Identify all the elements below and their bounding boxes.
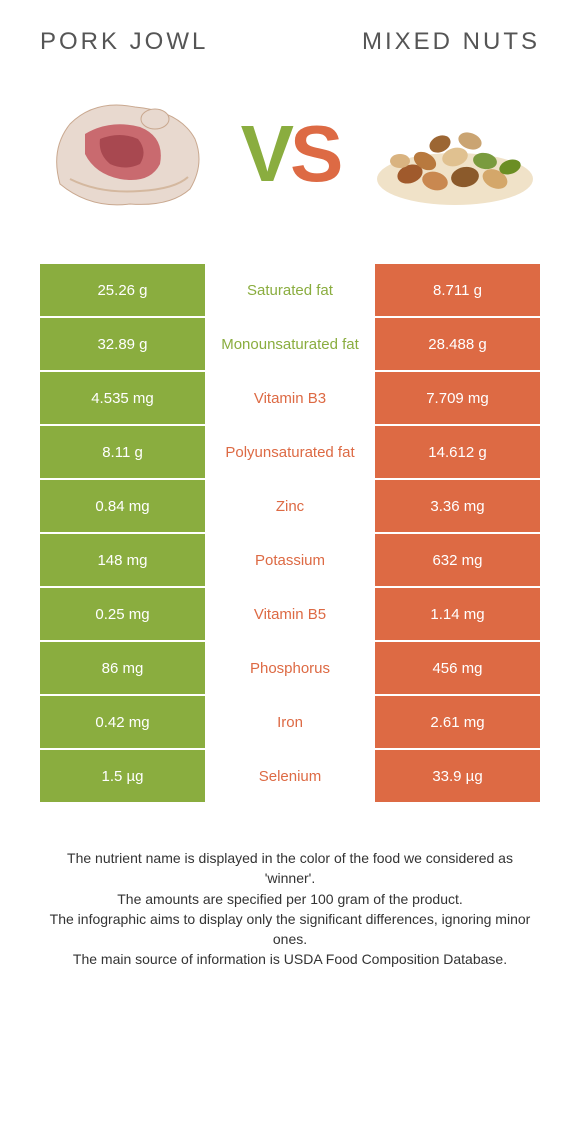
nutrient-label: Saturated fat	[205, 264, 375, 318]
nutrient-label: Phosphorus	[205, 642, 375, 696]
table-row: 1.5 µgSelenium33.9 µg	[40, 750, 540, 804]
table-row: 148 mgPotassium632 mg	[40, 534, 540, 588]
header: Pork Jowl Mixed Nuts	[40, 28, 540, 56]
right-food-title: Mixed Nuts	[315, 28, 540, 56]
footnote-line: The infographic aims to display only the…	[40, 909, 540, 950]
nutrient-table: 25.26 gSaturated fat8.711 g32.89 gMonoun…	[40, 264, 540, 804]
vs-v-letter: V	[241, 114, 290, 194]
left-value: 8.11 g	[40, 426, 205, 480]
nutrient-label: Monounsaturated fat	[205, 318, 375, 372]
table-row: 0.42 mgIron2.61 mg	[40, 696, 540, 750]
right-value: 632 mg	[375, 534, 540, 588]
left-value: 148 mg	[40, 534, 205, 588]
right-value: 3.36 mg	[375, 480, 540, 534]
left-food-title: Pork Jowl	[40, 28, 265, 56]
footnote-line: The amounts are specified per 100 gram o…	[40, 889, 540, 909]
table-row: 0.84 mgZinc3.36 mg	[40, 480, 540, 534]
right-value: 28.488 g	[375, 318, 540, 372]
right-value: 456 mg	[375, 642, 540, 696]
mixed-nuts-image	[370, 84, 540, 224]
images-row: VS	[40, 84, 540, 224]
left-value: 4.535 mg	[40, 372, 205, 426]
footnote-line: The nutrient name is displayed in the co…	[40, 848, 540, 889]
vs-s-letter: S	[290, 114, 339, 194]
right-value: 2.61 mg	[375, 696, 540, 750]
right-value: 1.14 mg	[375, 588, 540, 642]
left-value: 0.25 mg	[40, 588, 205, 642]
left-value: 0.42 mg	[40, 696, 205, 750]
left-value: 25.26 g	[40, 264, 205, 318]
nutrient-label: Polyunsaturated fat	[205, 426, 375, 480]
table-row: 0.25 mgVitamin B51.14 mg	[40, 588, 540, 642]
nutrient-label: Potassium	[205, 534, 375, 588]
left-value: 32.89 g	[40, 318, 205, 372]
table-row: 8.11 gPolyunsaturated fat14.612 g	[40, 426, 540, 480]
table-row: 25.26 gSaturated fat8.711 g	[40, 264, 540, 318]
footnote-line: The main source of information is USDA F…	[40, 949, 540, 969]
table-row: 4.535 mgVitamin B37.709 mg	[40, 372, 540, 426]
table-row: 86 mgPhosphorus456 mg	[40, 642, 540, 696]
nutrient-label: Zinc	[205, 480, 375, 534]
right-value: 14.612 g	[375, 426, 540, 480]
nutrient-label: Selenium	[205, 750, 375, 804]
nutrient-label: Vitamin B3	[205, 372, 375, 426]
left-value: 1.5 µg	[40, 750, 205, 804]
nutrient-label: Iron	[205, 696, 375, 750]
left-value: 0.84 mg	[40, 480, 205, 534]
pork-jowl-image	[40, 84, 210, 224]
footnotes: The nutrient name is displayed in the co…	[40, 848, 540, 970]
vs-label: VS	[241, 114, 340, 194]
right-value: 8.711 g	[375, 264, 540, 318]
table-row: 32.89 gMonounsaturated fat28.488 g	[40, 318, 540, 372]
left-value: 86 mg	[40, 642, 205, 696]
right-value: 33.9 µg	[375, 750, 540, 804]
nutrient-label: Vitamin B5	[205, 588, 375, 642]
right-value: 7.709 mg	[375, 372, 540, 426]
